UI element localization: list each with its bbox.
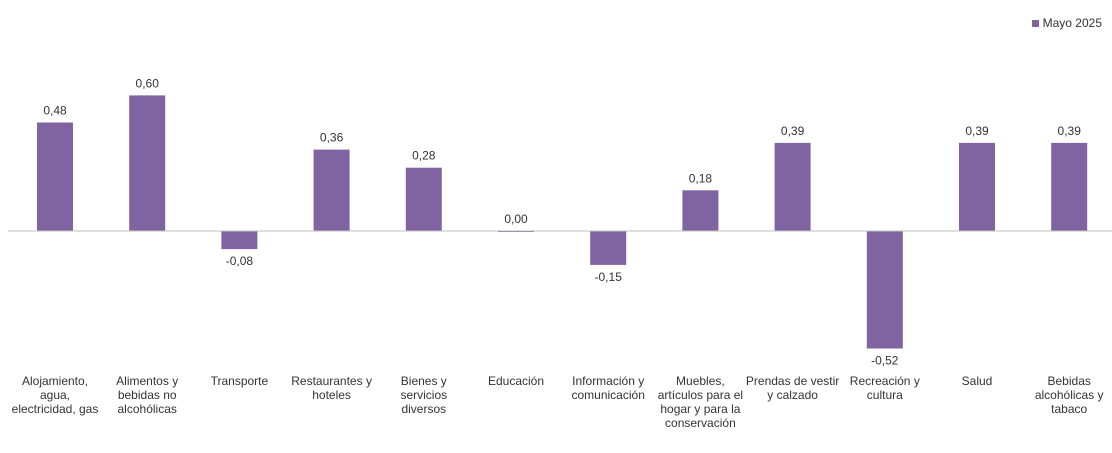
bar: [590, 231, 627, 265]
data-label: -0,15: [595, 270, 623, 284]
legend: Mayo 2025: [1031, 16, 1102, 30]
bar: [405, 167, 442, 231]
category-label: Bienes y servicios diversos: [400, 374, 448, 416]
bar: [959, 142, 995, 231]
bar: [866, 231, 903, 349]
data-label: -0,52: [871, 354, 899, 368]
bar: [1051, 142, 1088, 231]
category-label: Muebles, artículos para el hogar y para …: [657, 374, 744, 430]
category-label: Bebidas alcohólicas y tabaco: [1034, 374, 1104, 416]
category-label: Información y comunicación: [571, 374, 645, 402]
category-label: Prendas de vestir y calzado: [745, 374, 840, 402]
data-label: 0,39: [965, 124, 989, 138]
legend-swatch: [1031, 19, 1039, 27]
data-label: 0,39: [781, 124, 805, 138]
category-label: Educación: [487, 374, 545, 388]
data-label: 0,60: [136, 76, 160, 90]
bar: [774, 142, 811, 231]
legend-label: Mayo 2025: [1042, 16, 1102, 30]
data-label: 0,39: [1058, 124, 1082, 138]
bar: [313, 149, 350, 231]
bars-group: [37, 95, 1088, 349]
data-label: 0,28: [412, 149, 436, 163]
category-label: Alojamiento, agua, electricidad, gas: [11, 374, 99, 416]
value-labels-group: 0,48 0,60 -0,08 0,36 0,28 0,00 -0,15 0,18 0,39 -0…: [43, 76, 1081, 367]
data-label: 0,48: [43, 104, 67, 118]
data-label: 0,18: [689, 171, 713, 185]
bar: [37, 122, 73, 231]
category-label: Recreación y cultura: [849, 374, 920, 402]
bar: [221, 231, 258, 250]
category-label: Alimentos y bebidas no alcohólicas: [116, 374, 179, 416]
data-label: 0,36: [320, 131, 344, 145]
category-label: Salud: [961, 374, 993, 388]
data-label: 0,00: [504, 212, 528, 226]
category-label: Transporte: [210, 374, 269, 388]
bar: [129, 95, 166, 232]
bar: [682, 190, 719, 231]
category-label: Restaurantes y hoteles: [291, 374, 372, 402]
data-label: -0,08: [226, 254, 254, 268]
